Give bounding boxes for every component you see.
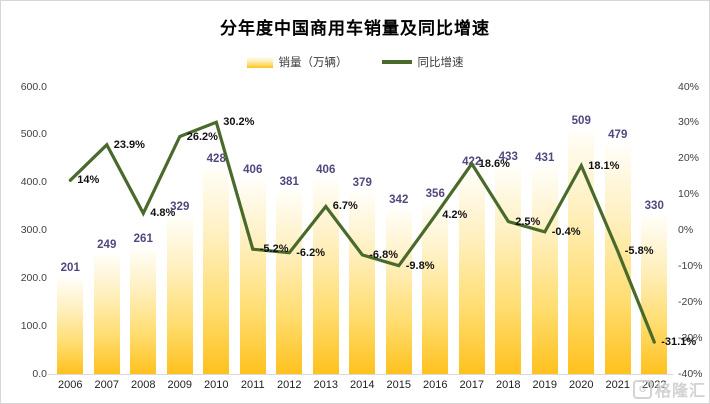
bar-value-label: 479 <box>608 128 628 141</box>
watermark-text: 格隆汇 <box>654 383 706 400</box>
bar-2015 <box>385 210 412 374</box>
bar-value-label: 431 <box>535 151 555 164</box>
bar-2017 <box>458 172 485 374</box>
x-axis-label-2009: 2009 <box>167 379 192 391</box>
bar-2016 <box>422 203 449 374</box>
growth-value-label: -0.4% <box>551 225 581 238</box>
growth-value-label: 4.2% <box>442 209 468 222</box>
left-axis-tick-label: 400.0 <box>20 176 47 189</box>
growth-value-label: -31.1% <box>661 336 697 349</box>
bar-2019 <box>531 167 558 374</box>
growth-value-label: -6.8% <box>369 248 398 261</box>
x-axis-label-2021: 2021 <box>605 379 630 391</box>
sales-series-swatch-icon <box>246 56 273 68</box>
bar-value-label: 261 <box>133 233 153 246</box>
bar-2018 <box>495 166 522 374</box>
bar-2012 <box>276 191 303 374</box>
left-axis-tick-label: 500.0 <box>20 128 47 141</box>
growth-value-label: 23.9% <box>113 138 145 151</box>
legend-sales-label: 销量（万辆） <box>278 57 348 69</box>
growth-series-swatch-icon <box>381 60 412 64</box>
bar-2014 <box>349 192 376 374</box>
right-axis-tick-label: -40% <box>678 367 703 380</box>
bar-value-label: 381 <box>279 175 299 188</box>
bar-2009 <box>166 216 193 374</box>
x-axis-line <box>48 374 673 375</box>
right-axis-tick-label: 10% <box>678 188 700 201</box>
growth-value-label: 26.2% <box>186 130 218 143</box>
x-axis-label-2016: 2016 <box>423 379 448 391</box>
x-axis-label-2008: 2008 <box>131 379 156 391</box>
x-axis-label-2017: 2017 <box>459 379 484 391</box>
bar-2022 <box>641 216 668 374</box>
growth-value-label: 6.7% <box>332 200 358 213</box>
bar-value-label: 509 <box>571 114 591 127</box>
growth-value-label: 18.6% <box>478 157 510 170</box>
left-axis-tick-label: 0.0 <box>32 367 47 380</box>
bar-value-label: 379 <box>352 176 372 189</box>
right-axis-tick-label: -10% <box>678 259 703 272</box>
x-axis-label-2013: 2013 <box>313 379 338 391</box>
bar-2008 <box>130 249 157 374</box>
right-axis-tick-label: -20% <box>678 295 703 308</box>
legend-item-growth: 同比增速 <box>381 54 464 70</box>
bar-value-label: 330 <box>644 200 664 213</box>
chart-title: 分年度中国商用车销量及同比增速 <box>220 19 490 38</box>
growth-value-label: 2.5% <box>515 215 541 228</box>
x-axis-label-2006: 2006 <box>58 379 83 391</box>
x-axis-label-2010: 2010 <box>204 379 229 391</box>
bar-2010 <box>203 169 230 374</box>
right-axis-tick-label: 0% <box>678 224 694 236</box>
growth-value-label: 18.1% <box>588 159 620 172</box>
left-axis-tick-label: 100.0 <box>20 319 47 332</box>
growth-value-label: -6.2% <box>296 246 325 259</box>
right-axis-tick-label: 30% <box>678 116 700 129</box>
left-axis-tick-label: 300.0 <box>20 224 47 236</box>
watermark: G 格隆汇 <box>632 377 706 401</box>
growth-value-label: 30.2% <box>223 116 255 129</box>
legend-growth-label: 同比增速 <box>417 57 464 69</box>
x-axis-label-2015: 2015 <box>386 379 411 391</box>
gelonghui-logo-icon: G <box>632 379 652 399</box>
growth-value-label: 14% <box>77 174 100 187</box>
bar-2021 <box>604 144 631 374</box>
bar-value-label: 356 <box>425 187 445 200</box>
x-axis-label-2007: 2007 <box>94 379 119 391</box>
bar-value-label: 201 <box>60 261 80 274</box>
chart-legend: 销量（万辆） 同比增速 <box>1 54 709 70</box>
bar-2007 <box>93 254 120 374</box>
legend-item-sales: 销量（万辆） <box>246 54 348 70</box>
left-axis-tick-label: 600.0 <box>20 80 47 93</box>
bar-value-label: 406 <box>316 163 336 176</box>
x-axis-label-2011: 2011 <box>240 379 265 391</box>
x-axis-label-2014: 2014 <box>350 379 375 391</box>
bar-2006 <box>57 277 84 374</box>
bar-2011 <box>239 179 266 374</box>
growth-value-label: 4.8% <box>150 207 176 220</box>
right-axis-tick-label: -30% <box>678 331 703 344</box>
x-axis-label-2020: 2020 <box>569 379 594 391</box>
growth-value-label: -5.2% <box>259 243 289 256</box>
growth-value-label: -5.8% <box>624 245 654 258</box>
x-axis-label-2019: 2019 <box>532 379 557 391</box>
right-axis-tick-label: 40% <box>678 80 700 93</box>
x-axis-label-2018: 2018 <box>496 379 521 391</box>
left-axis-tick-label: 200.0 <box>20 271 47 284</box>
x-axis-label-2012: 2012 <box>277 379 302 391</box>
growth-value-label: -9.8% <box>405 259 435 272</box>
right-axis-tick-label: 20% <box>678 152 700 165</box>
